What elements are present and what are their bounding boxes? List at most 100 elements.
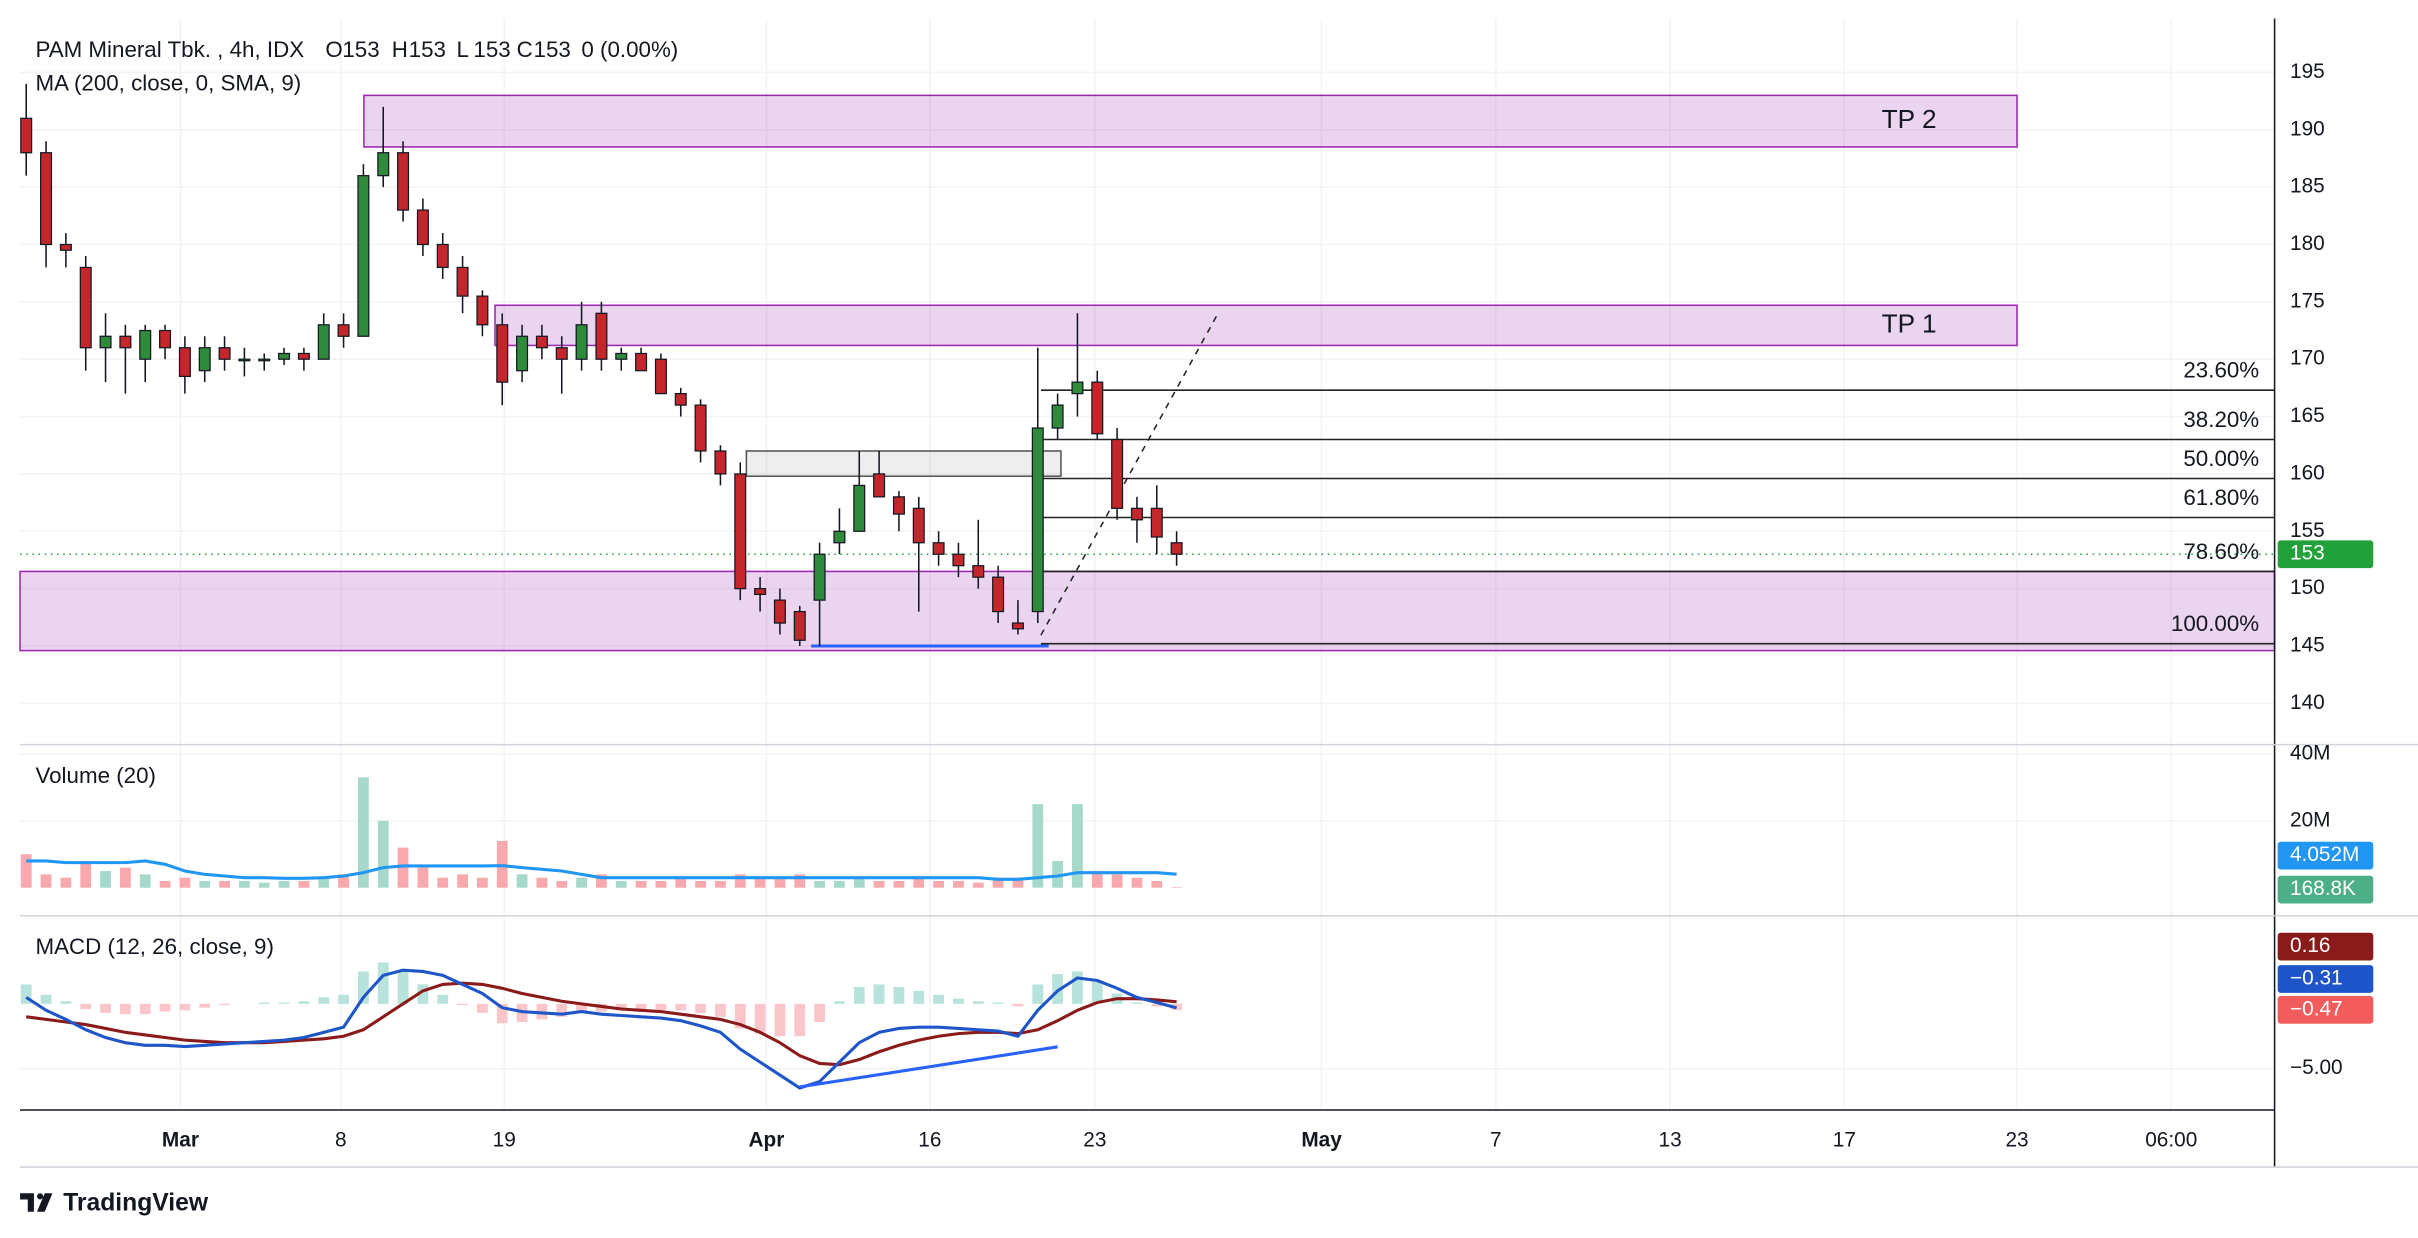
x-tick-label: 19 xyxy=(493,1128,516,1151)
macd-histogram-bar xyxy=(814,1003,825,1022)
divergence-drawing xyxy=(799,1045,1058,1089)
candle-body xyxy=(635,352,648,372)
macd-histogram-bar xyxy=(1052,974,1064,1004)
volume-bar xyxy=(992,877,1004,888)
volume-bar xyxy=(199,881,211,888)
ohlc-legend: O 153 H 153 L 153 C 153 xyxy=(325,37,570,62)
last-price-label: 153 xyxy=(2290,542,2325,565)
volume-bar xyxy=(278,881,290,888)
candle-body xyxy=(297,352,310,360)
volume-bar xyxy=(695,881,706,888)
symbol-title: PAM Mineral Tbk. , 4h, IDX xyxy=(35,37,304,62)
volume-bar xyxy=(1052,860,1064,888)
macd-histogram-bar xyxy=(834,1001,845,1004)
candle-body xyxy=(535,335,548,349)
volume-bar xyxy=(635,881,647,888)
x-tick-label: 13 xyxy=(1659,1128,1682,1151)
candle-body xyxy=(40,152,53,246)
candle-body xyxy=(972,565,985,578)
candle-body xyxy=(932,542,945,555)
candle-body xyxy=(754,588,767,595)
candle-body xyxy=(20,117,33,154)
macd-histogram-bar xyxy=(477,1003,488,1013)
candle-body xyxy=(416,209,429,246)
macd-histogram-bar xyxy=(100,1003,111,1013)
macd-histogram-bar xyxy=(318,997,330,1004)
candle-body xyxy=(278,352,291,360)
macd-histogram-bar xyxy=(358,971,369,1004)
macd-histogram-bar xyxy=(417,984,429,1004)
volume-bar xyxy=(853,877,865,888)
volume-bar xyxy=(159,881,171,888)
y-tick-label: 160 xyxy=(2290,461,2325,484)
volume-bar xyxy=(834,881,845,888)
zone xyxy=(19,570,2276,652)
macd-histogram-bar xyxy=(437,994,449,1004)
histogram-last-bg xyxy=(2277,995,2374,1024)
x-tick-label: 23 xyxy=(1083,1128,1106,1151)
macd-histogram-bar xyxy=(933,994,944,1004)
volume-bar xyxy=(794,874,806,888)
macd-last: −0.31 xyxy=(2290,966,2343,989)
macd-histogram-bar xyxy=(972,1001,984,1004)
macd-histogram-bar xyxy=(1091,981,1103,1004)
fib-label: 78.60% xyxy=(2183,539,2259,564)
y-tick-label: 190 xyxy=(2290,117,2325,140)
drawing-layer: TP 2 TP 1 23.60% 38.20% 50.00% 61.80% 78.60% 10… xyxy=(19,83,2276,1090)
volume-bar xyxy=(754,877,766,888)
candle-body xyxy=(476,295,489,326)
volume-bar xyxy=(179,877,191,888)
candle-body xyxy=(952,553,965,567)
volume-bar xyxy=(139,874,151,888)
x-tick-label: Apr xyxy=(749,1128,785,1151)
macd-histogram-bar xyxy=(278,1002,290,1004)
volume-bar xyxy=(397,847,409,888)
histogram-last: −0.47 xyxy=(2290,997,2343,1020)
volume-bar xyxy=(972,882,984,888)
macd-histogram-bar xyxy=(119,1003,131,1015)
candle-body xyxy=(1071,381,1084,395)
candle-body xyxy=(575,324,588,360)
volume-bar xyxy=(80,860,92,888)
candle-body xyxy=(456,266,469,297)
volume-bar xyxy=(1072,804,1083,888)
macd-histogram-bar xyxy=(60,1001,72,1004)
volume-bar xyxy=(1091,870,1103,888)
candle-body xyxy=(674,393,687,406)
volume-bar xyxy=(596,874,607,888)
logo-shape xyxy=(37,1193,53,1212)
signal-last-bg xyxy=(2277,932,2374,961)
volume-bar xyxy=(457,874,468,888)
x-tick-label: Mar xyxy=(162,1128,199,1151)
macd-histogram-bar xyxy=(873,984,885,1004)
macd-histogram-bar xyxy=(1012,1003,1024,1007)
macd-histogram-bar xyxy=(397,970,409,1004)
legend-value: 153 xyxy=(342,37,379,62)
macd-histogram-bar xyxy=(576,1003,587,1012)
candle-body xyxy=(99,335,112,349)
volume-bar xyxy=(358,777,369,888)
candle-body xyxy=(992,576,1005,613)
candle-body xyxy=(853,484,866,532)
macd-histogram-bar xyxy=(258,1002,270,1004)
candle-body xyxy=(615,352,628,360)
brand-logo xyxy=(20,1193,53,1212)
x-tick-label: 16 xyxy=(918,1128,941,1151)
candle-body xyxy=(833,530,846,544)
volume-bar xyxy=(20,854,32,888)
volume-bar xyxy=(238,881,250,888)
volume-bar xyxy=(1171,887,1183,888)
volume-bar xyxy=(814,881,825,888)
y-tick-label: 185 xyxy=(2290,175,2325,198)
macd-histogram-bar xyxy=(179,1003,191,1011)
volume-bar xyxy=(1032,804,1044,888)
candle-body xyxy=(873,473,886,498)
candle-body xyxy=(773,599,786,624)
brand-name: TradingView xyxy=(63,1190,209,1217)
candle-body xyxy=(654,358,667,395)
volume-bar xyxy=(1131,877,1143,888)
macd-histogram-bar xyxy=(615,1003,627,1011)
x-tick-label: 23 xyxy=(2005,1128,2028,1151)
volume-bar xyxy=(258,882,270,888)
legend-key: O xyxy=(325,37,342,62)
